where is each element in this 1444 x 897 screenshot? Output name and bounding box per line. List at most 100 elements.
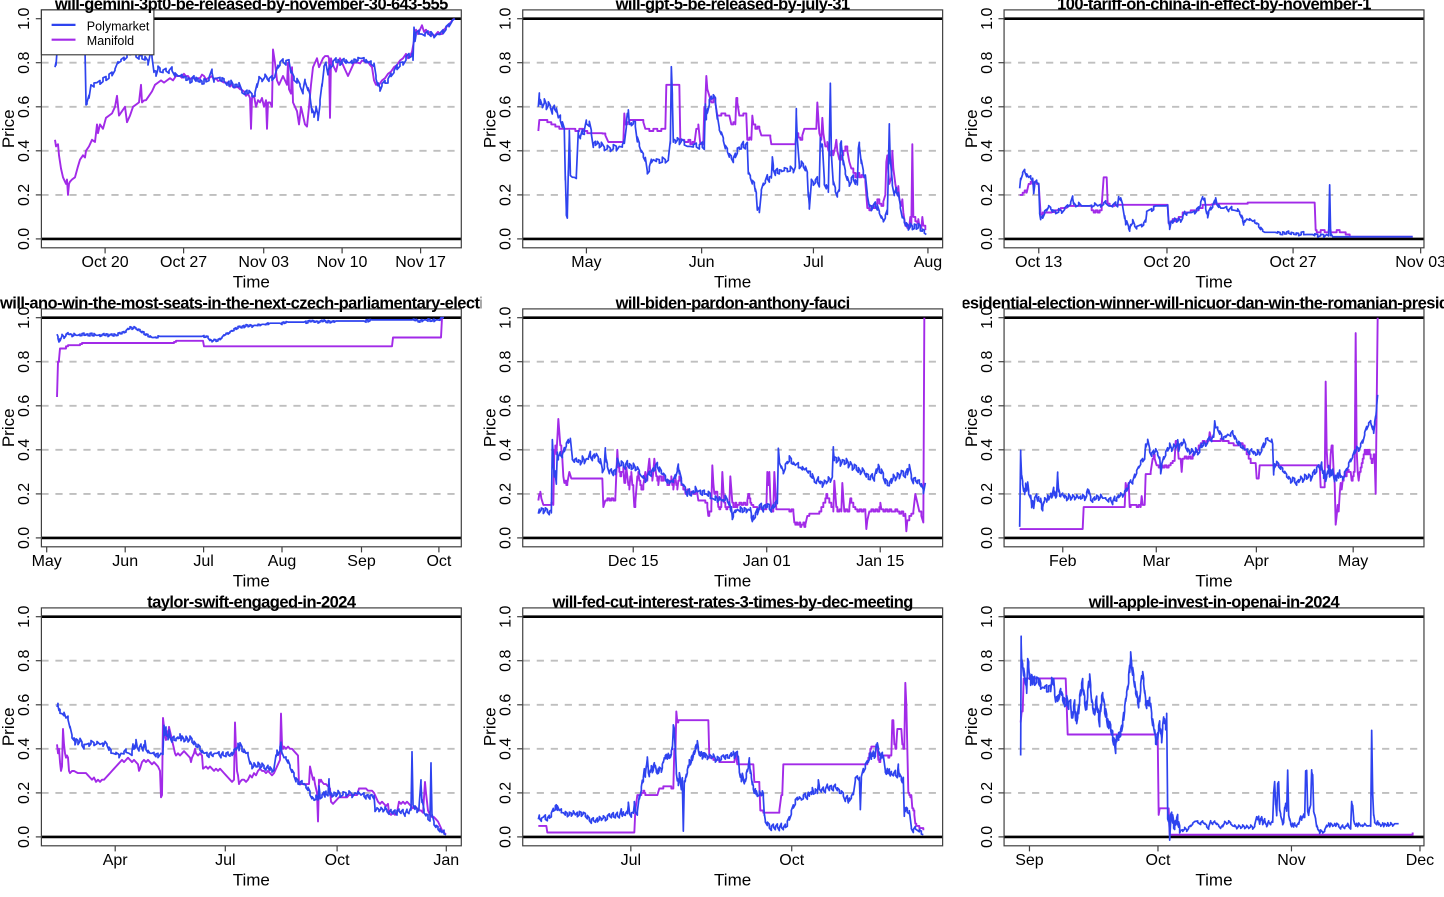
svg-text:Time: Time bbox=[233, 272, 270, 291]
svg-text:Oct 13: Oct 13 bbox=[1015, 254, 1062, 271]
svg-text:Jul: Jul bbox=[193, 553, 213, 570]
svg-text:Jan: Jan bbox=[433, 852, 459, 869]
svg-text:will-ano-win-the-most-seats-in: will-ano-win-the-most-seats-in-the-next-… bbox=[0, 294, 503, 312]
svg-text:Price: Price bbox=[0, 707, 18, 746]
svg-text:Aug: Aug bbox=[914, 254, 942, 271]
svg-text:0.2: 0.2 bbox=[16, 483, 33, 505]
svg-text:Oct 27: Oct 27 bbox=[160, 254, 207, 271]
svg-text:Price: Price bbox=[0, 408, 18, 447]
svg-text:Dec 15: Dec 15 bbox=[608, 553, 659, 570]
svg-text:Price: Price bbox=[962, 707, 981, 746]
svg-text:Price: Price bbox=[481, 707, 500, 746]
svg-text:Time: Time bbox=[714, 571, 751, 590]
svg-text:Dec: Dec bbox=[1406, 852, 1434, 869]
svg-text:Jul: Jul bbox=[621, 852, 641, 869]
svg-text:0.0: 0.0 bbox=[979, 826, 996, 848]
svg-text:0.4: 0.4 bbox=[498, 140, 515, 162]
svg-text:Polymarket: Polymarket bbox=[87, 20, 150, 34]
svg-text:May: May bbox=[32, 553, 62, 570]
svg-text:0.8: 0.8 bbox=[979, 51, 996, 73]
svg-text:0.2: 0.2 bbox=[16, 782, 33, 804]
svg-text:0.0: 0.0 bbox=[16, 826, 33, 848]
svg-text:1.0: 1.0 bbox=[979, 605, 996, 627]
svg-text:Nov 10: Nov 10 bbox=[317, 254, 368, 271]
svg-text:0.4: 0.4 bbox=[498, 738, 515, 760]
svg-text:Oct: Oct bbox=[779, 852, 804, 869]
svg-text:May: May bbox=[1338, 553, 1368, 570]
svg-text:Jan 01: Jan 01 bbox=[743, 553, 791, 570]
svg-text:0.6: 0.6 bbox=[979, 96, 996, 118]
svg-text:Oct: Oct bbox=[325, 852, 350, 869]
svg-text:Sep: Sep bbox=[347, 553, 376, 570]
svg-text:will-gpt-5-be-released-by-july: will-gpt-5-be-released-by-july-31 bbox=[615, 0, 850, 13]
svg-text:0.4: 0.4 bbox=[16, 738, 33, 760]
svg-text:0.8: 0.8 bbox=[979, 350, 996, 372]
svg-text:0.8: 0.8 bbox=[16, 649, 33, 671]
svg-text:Nov 17: Nov 17 bbox=[395, 254, 446, 271]
svg-text:Nov 03: Nov 03 bbox=[238, 254, 289, 271]
svg-text:0.6: 0.6 bbox=[979, 395, 996, 417]
svg-text:Time: Time bbox=[233, 870, 270, 889]
svg-text:0.0: 0.0 bbox=[498, 527, 515, 549]
svg-text:0.2: 0.2 bbox=[979, 184, 996, 206]
svg-text:1.0: 1.0 bbox=[498, 306, 515, 328]
svg-text:1.0: 1.0 bbox=[16, 605, 33, 627]
svg-text:1.0: 1.0 bbox=[979, 306, 996, 328]
svg-text:Price: Price bbox=[0, 109, 18, 148]
svg-text:Time: Time bbox=[714, 272, 751, 291]
svg-text:0.4: 0.4 bbox=[979, 738, 996, 760]
svg-text:1.0: 1.0 bbox=[16, 306, 33, 328]
svg-text:Sep: Sep bbox=[1015, 852, 1044, 869]
svg-text:0.2: 0.2 bbox=[979, 782, 996, 804]
svg-text:Nov: Nov bbox=[1277, 852, 1305, 869]
svg-text:0.6: 0.6 bbox=[16, 96, 33, 118]
svg-text:0.8: 0.8 bbox=[498, 51, 515, 73]
svg-text:Price: Price bbox=[481, 408, 500, 447]
svg-text:100-tariff-on-china-in-effect-: 100-tariff-on-china-in-effect-by-novembe… bbox=[1057, 0, 1371, 13]
svg-text:0.8: 0.8 bbox=[16, 51, 33, 73]
svg-text:0.4: 0.4 bbox=[498, 439, 515, 461]
svg-text:0.2: 0.2 bbox=[979, 483, 996, 505]
svg-text:Apr: Apr bbox=[103, 852, 129, 869]
svg-text:1.0: 1.0 bbox=[498, 605, 515, 627]
svg-text:0.4: 0.4 bbox=[979, 140, 996, 162]
svg-text:0.8: 0.8 bbox=[979, 649, 996, 671]
svg-text:1.0: 1.0 bbox=[979, 7, 996, 29]
svg-text:Time: Time bbox=[1195, 272, 1232, 291]
svg-text:0.6: 0.6 bbox=[979, 694, 996, 716]
svg-text:Jun: Jun bbox=[112, 553, 138, 570]
svg-text:0.4: 0.4 bbox=[979, 439, 996, 461]
svg-text:will-apple-invest-in-openai-in: will-apple-invest-in-openai-in-2024 bbox=[1088, 593, 1341, 611]
svg-text:0.8: 0.8 bbox=[498, 350, 515, 372]
svg-text:May: May bbox=[571, 254, 601, 271]
svg-text:1.0: 1.0 bbox=[16, 7, 33, 29]
svg-text:Manifold: Manifold bbox=[87, 34, 134, 48]
svg-text:0.6: 0.6 bbox=[498, 395, 515, 417]
svg-text:Jul: Jul bbox=[215, 852, 235, 869]
svg-text:omanian-presidential-election-: omanian-presidential-election-winner-wil… bbox=[877, 294, 1444, 312]
svg-text:Oct 27: Oct 27 bbox=[1269, 254, 1316, 271]
svg-text:Time: Time bbox=[1195, 870, 1232, 889]
svg-text:0.0: 0.0 bbox=[498, 228, 515, 250]
svg-text:will-biden-pardon-anthony-fauc: will-biden-pardon-anthony-fauci bbox=[615, 294, 850, 312]
svg-text:0.0: 0.0 bbox=[498, 826, 515, 848]
svg-text:Feb: Feb bbox=[1049, 553, 1077, 570]
svg-text:Aug: Aug bbox=[268, 553, 296, 570]
svg-text:0.6: 0.6 bbox=[16, 694, 33, 716]
svg-text:Mar: Mar bbox=[1142, 553, 1170, 570]
svg-text:Price: Price bbox=[962, 109, 981, 148]
svg-text:will-fed-cut-interest-rates-3-: will-fed-cut-interest-rates-3-times-by-d… bbox=[551, 593, 912, 611]
svg-text:Jan 15: Jan 15 bbox=[856, 553, 904, 570]
svg-text:0.2: 0.2 bbox=[498, 483, 515, 505]
svg-text:0.4: 0.4 bbox=[16, 439, 33, 461]
svg-text:0.2: 0.2 bbox=[498, 782, 515, 804]
svg-text:taylor-swift-engaged-in-2024: taylor-swift-engaged-in-2024 bbox=[147, 593, 357, 611]
svg-text:Jun: Jun bbox=[689, 254, 715, 271]
svg-text:0.6: 0.6 bbox=[16, 395, 33, 417]
svg-text:Time: Time bbox=[1195, 571, 1232, 590]
svg-text:0.6: 0.6 bbox=[498, 694, 515, 716]
svg-text:0.0: 0.0 bbox=[16, 527, 33, 549]
svg-text:0.0: 0.0 bbox=[16, 228, 33, 250]
svg-text:Apr: Apr bbox=[1244, 553, 1270, 570]
svg-text:0.2: 0.2 bbox=[16, 184, 33, 206]
